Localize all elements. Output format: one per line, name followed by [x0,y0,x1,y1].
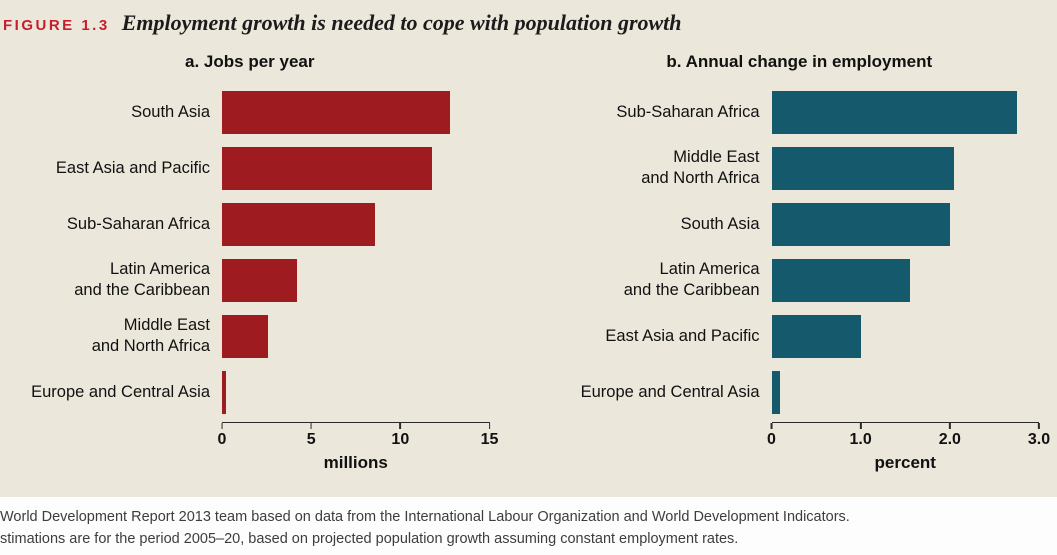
source-note: World Development Report 2013 team based… [0,497,1057,555]
bar [222,258,297,302]
chart-row: Middle East and North Africa [10,308,490,364]
tick-mark [399,423,402,429]
bar [222,202,376,246]
bar-track [222,258,490,302]
tick-mark [1038,423,1040,429]
panel-a-x-axis-label: millions [323,453,388,472]
axis-tick: 3.0 [1028,423,1050,449]
bar-track [222,146,490,190]
tick-label: 15 [480,431,499,448]
chart-row: Latin America and the Caribbean [10,252,490,308]
axis-tick: 5 [307,423,316,449]
bar-track [222,202,490,246]
bar-track [771,202,1040,246]
chart-row: Sub-Saharan Africa [560,84,1040,140]
bar-track [222,90,490,134]
bar [222,90,451,134]
chart-row: Europe and Central Asia [10,364,490,420]
axis-spacer [560,453,772,473]
category-label: Middle East and North Africa [641,148,760,187]
axis-spacer [10,453,222,473]
tick-label: 1.0 [849,431,872,448]
bar-track [771,146,1040,190]
tick-mark [488,423,491,429]
bar-track [222,370,490,414]
category-label: Sub-Saharan Africa [66,214,210,233]
category-label: Sub-Saharan Africa [616,102,760,121]
figure-header: FIGURE 1.3 Employment growth is needed t… [3,10,1039,36]
panel-b-title: b. Annual change in employment [666,52,933,71]
bar [771,202,950,246]
panel-b-x-axis-label-row: percent [560,453,1040,473]
axis-tick: 1.0 [850,423,872,449]
chart-row: East Asia and Pacific [560,308,1040,364]
category-label: Europe and Central Asia [580,382,760,401]
panels: a. Jobs per year South Asia East Asia and… [10,52,1051,473]
category-label: Latin America and the Caribbean [623,260,760,299]
chart-row: Middle East and North Africa [560,140,1040,196]
figure-title: Employment growth is needed to cope with… [121,10,682,35]
panel-jobs-per-year: a. Jobs per year South Asia East Asia and… [10,52,498,473]
tick-mark [859,423,862,429]
chart-row: South Asia [10,84,490,140]
panel-b-axis-ticks: 0 1.0 2.0 3.0 [767,422,1050,451]
panel-b-x-axis: 0 1.0 2.0 3.0 [560,422,1050,451]
category-label: Middle East and North Africa [91,316,210,355]
panel-a-axis-ticks: 0 5 10 15 [218,422,498,451]
tick-label: 5 [306,431,316,448]
bar-track [771,258,1040,302]
category-label: South Asia [680,214,760,233]
panel-b-x-axis-label: percent [874,453,936,472]
bar-track [222,314,490,358]
axis-tick: 2.0 [939,423,961,449]
bar [222,314,269,358]
panel-a-x-axis: 0 5 10 15 [10,422,498,451]
bar [771,90,1017,134]
chart-row: Europe and Central Asia [560,364,1040,420]
panel-b-bar-rows: Sub-Saharan Africa Middle East and North … [560,84,1040,420]
figure-number: FIGURE 1.3 [3,17,110,34]
bar-track [771,370,1040,414]
tick-label: 3.0 [1027,431,1051,448]
tick-label: 0 [217,431,227,448]
bar-track [771,314,1040,358]
bar [771,258,910,302]
category-label: Latin America and the Caribbean [74,260,210,299]
panel-annual-change-employment: b. Annual change in employment Sub-Sahar… [560,52,1051,473]
panel-a-bar-rows: South Asia East Asia and Pacific Sub-Sahar… [10,84,490,420]
axis-spacer [10,422,222,451]
axis-tick: 15 [480,423,499,449]
category-label: South Asia [131,102,210,121]
axis-tick: 0 [217,423,227,449]
bar-track [771,90,1040,134]
bar [222,370,226,414]
axis-tick: 0 [767,423,776,449]
panel-a-x-axis-label-row: millions [10,453,490,473]
tick-label: 2.0 [938,431,961,448]
bar [771,370,781,414]
tick-mark [770,423,773,429]
bar [222,146,433,190]
axis-spacer [560,422,772,451]
note-line: stimations are for the period 2005–20, b… [0,531,739,548]
tick-mark [310,423,312,429]
category-label: East Asia and Pacific [55,158,210,177]
chart-row: South Asia [560,196,1040,252]
bar [771,314,861,358]
bar [771,146,955,190]
chart-area: FIGURE 1.3 Employment growth is needed t… [0,0,1057,497]
category-label: Europe and Central Asia [31,382,210,401]
chart-row: East Asia and Pacific [10,140,490,196]
category-label: East Asia and Pacific [605,326,760,345]
tick-mark [221,423,223,429]
axis-tick: 10 [391,423,409,449]
tick-label: 0 [767,431,776,448]
panel-a-title: a. Jobs per year [185,52,315,71]
source-line: World Development Report 2013 team based… [0,509,850,525]
tick-label: 10 [391,431,410,448]
chart-row: Latin America and the Caribbean [560,252,1040,308]
tick-mark [949,423,951,429]
chart-row: Sub-Saharan Africa [10,196,490,252]
